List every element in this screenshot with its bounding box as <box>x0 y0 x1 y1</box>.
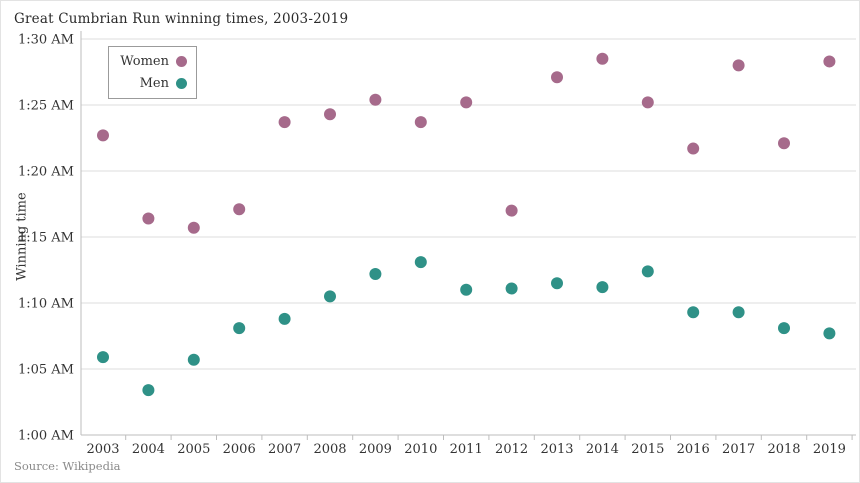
data-point-men-2003 <box>97 351 109 364</box>
chart-title: Great Cumbrian Run winning times, 2003-2… <box>14 11 349 27</box>
x-tick-label: 2014 <box>586 442 619 457</box>
x-tick-label: 2018 <box>767 442 800 457</box>
data-point-men-2019 <box>823 327 836 340</box>
x-tick-label: 2010 <box>404 442 437 457</box>
x-tick-label: 2006 <box>223 442 256 457</box>
legend: Women Men <box>108 46 197 99</box>
x-tick-label: 2008 <box>313 442 346 457</box>
data-point-men-2016 <box>687 306 700 319</box>
x-tick-label: 2019 <box>813 442 846 457</box>
data-point-women-2013 <box>551 71 563 84</box>
y-tick-label: 1:00 AM <box>18 429 74 444</box>
data-point-men-2018 <box>778 322 790 335</box>
data-point-men-2007 <box>278 312 291 325</box>
data-point-women-2009 <box>369 93 382 106</box>
y-tick-label: 1:05 AM <box>18 363 74 378</box>
data-point-men-2017 <box>732 306 745 319</box>
data-point-women-2007 <box>278 116 291 129</box>
y-tick-label: 1:15 AM <box>18 231 74 246</box>
data-point-men-2006 <box>233 322 246 335</box>
x-tick-label: 2007 <box>268 442 301 457</box>
data-point-women-2006 <box>233 203 246 216</box>
y-tick-label: 1:25 AM <box>18 99 74 114</box>
data-point-women-2005 <box>187 221 200 234</box>
x-tick-label: 2015 <box>631 442 664 457</box>
women-dot-icon <box>176 56 187 67</box>
data-point-men-2005 <box>187 353 200 366</box>
legend-item-men: Men <box>121 76 187 91</box>
y-tick-label: 1:20 AM <box>18 165 74 180</box>
x-tick-label: 2009 <box>359 442 392 457</box>
x-tick-label: 2004 <box>132 442 165 457</box>
legend-item-women: Women <box>120 54 187 69</box>
data-point-men-2012 <box>505 282 518 295</box>
data-point-men-2014 <box>596 281 609 294</box>
data-point-women-2017 <box>732 59 745 72</box>
x-tick-label: 2012 <box>495 442 528 457</box>
data-point-women-2018 <box>778 137 790 150</box>
legend-label-women: Women <box>120 54 169 69</box>
x-tick-label: 2003 <box>86 442 119 457</box>
x-tick-label: 2005 <box>177 442 210 457</box>
data-point-women-2012 <box>505 204 518 217</box>
x-tick-label: 2016 <box>677 442 710 457</box>
data-point-men-2008 <box>324 290 336 303</box>
data-point-men-2010 <box>414 256 427 269</box>
data-point-men-2015 <box>641 265 654 278</box>
data-point-women-2015 <box>641 96 654 109</box>
y-tick-label: 1:10 AM <box>18 297 74 312</box>
data-point-women-2011 <box>460 96 473 109</box>
legend-label-men: Men <box>139 76 169 91</box>
data-point-men-2009 <box>369 267 382 280</box>
y-tick-label: 1:30 AM <box>18 33 74 48</box>
data-point-men-2013 <box>551 277 563 290</box>
data-point-women-2003 <box>97 129 109 142</box>
x-tick-label: 2017 <box>722 442 755 457</box>
source-note: Source: Wikipedia <box>14 459 121 473</box>
data-point-men-2004 <box>142 384 155 397</box>
data-point-women-2019 <box>823 55 836 68</box>
data-point-women-2016 <box>687 142 700 155</box>
men-dot-icon <box>176 78 187 89</box>
data-point-women-2004 <box>142 212 155 225</box>
data-point-men-2011 <box>460 283 473 296</box>
x-tick-label: 2013 <box>540 442 573 457</box>
data-point-women-2008 <box>324 108 336 121</box>
data-point-women-2014 <box>596 52 609 65</box>
data-point-women-2010 <box>414 116 427 129</box>
x-tick-label: 2011 <box>450 442 483 457</box>
